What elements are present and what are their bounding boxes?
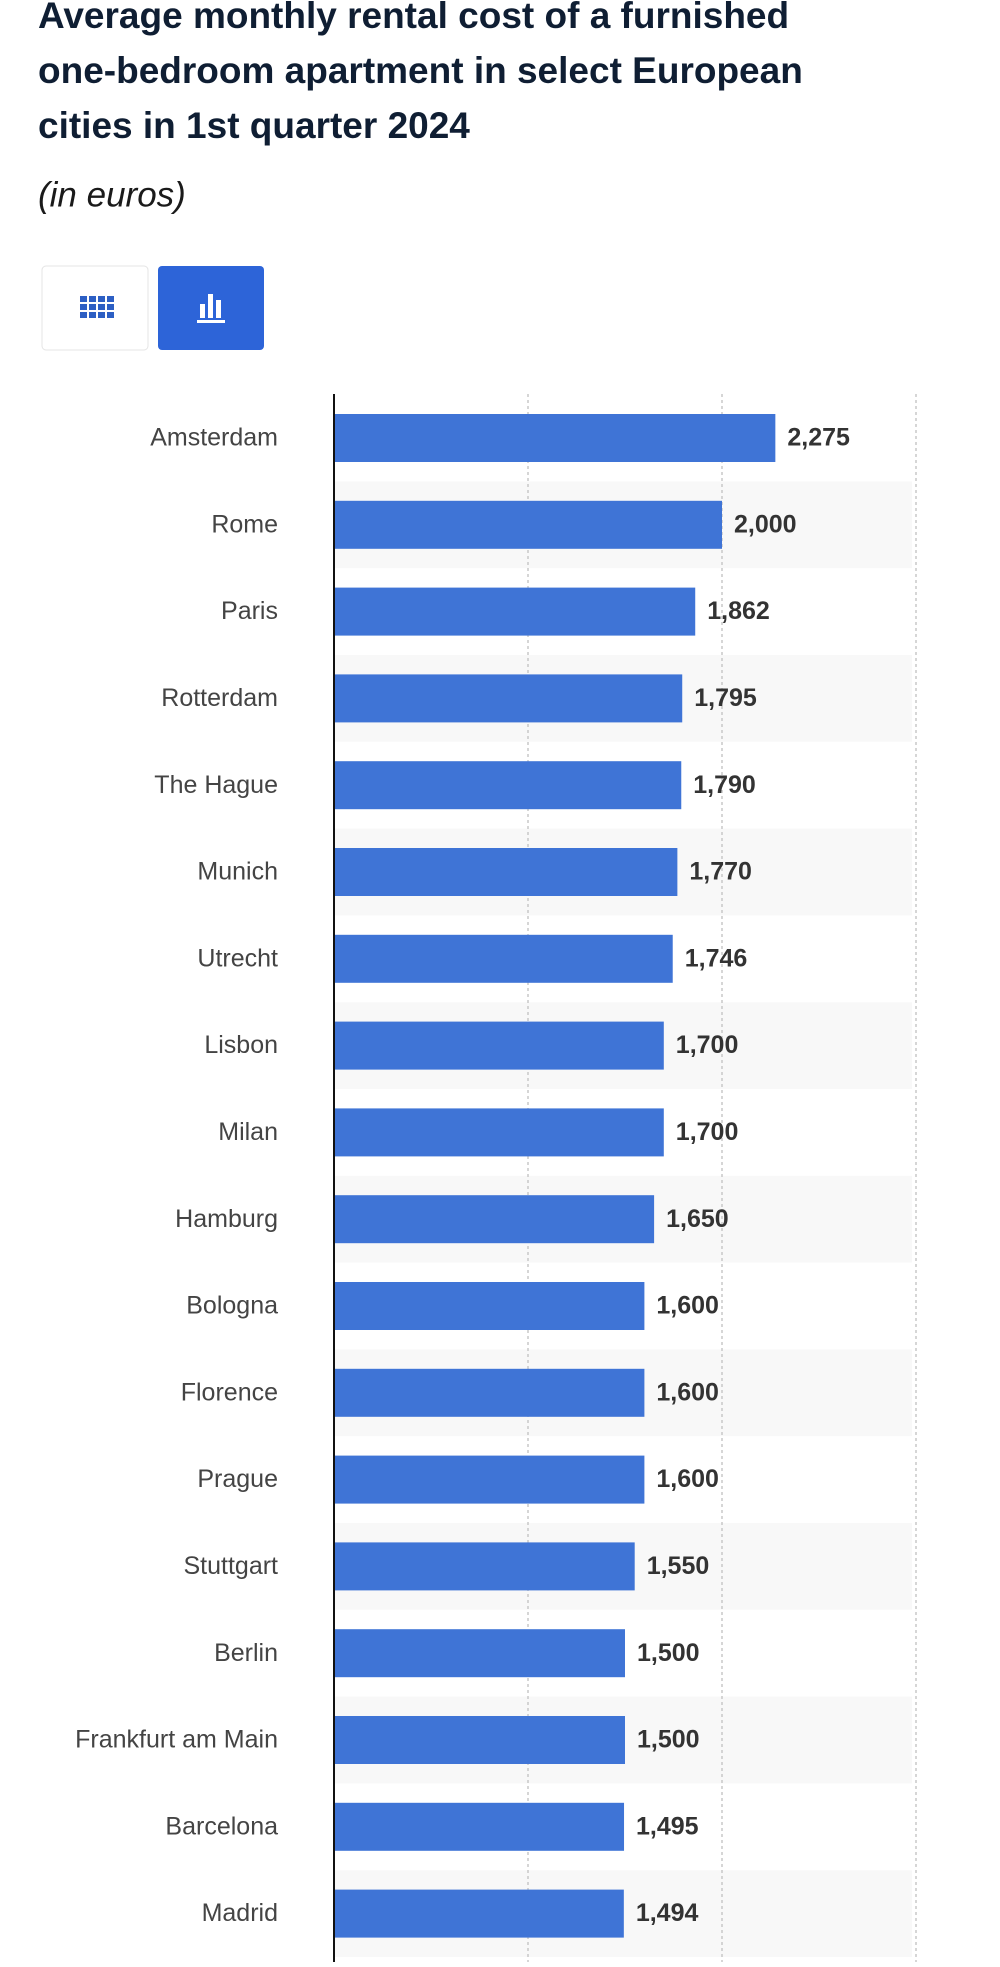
y-tick-label: Rotterdam xyxy=(161,684,278,712)
value-label: 1,495 xyxy=(636,1812,699,1840)
value-label: 1,494 xyxy=(636,1899,699,1927)
chart-subtitle: (in euros) xyxy=(38,175,186,214)
y-tick-label: The Hague xyxy=(154,771,278,799)
bar xyxy=(334,1802,625,1851)
chart-view-button[interactable] xyxy=(158,266,264,350)
y-tick-label: Prague xyxy=(197,1465,278,1493)
value-label: 1,700 xyxy=(676,1031,739,1059)
value-label: 2,275 xyxy=(787,424,850,452)
bar xyxy=(334,1716,625,1764)
y-tick-label: Amsterdam xyxy=(150,424,278,452)
bar xyxy=(334,1629,625,1678)
value-label: 1,746 xyxy=(685,944,748,972)
value-label: 1,600 xyxy=(656,1292,719,1320)
y-tick-label: Utrecht xyxy=(197,944,278,972)
bar xyxy=(334,674,683,723)
y-tick-label: Florence xyxy=(181,1378,278,1406)
chart-title: Average monthly rental cost of a furnish… xyxy=(38,0,789,36)
y-tick-label: Paris xyxy=(221,597,278,625)
bar xyxy=(334,1282,645,1330)
value-label: 1,862 xyxy=(707,597,770,625)
bar xyxy=(334,848,678,896)
y-tick-label: Lisbon xyxy=(204,1031,278,1059)
bar xyxy=(334,1108,664,1157)
value-label: 1,600 xyxy=(656,1378,719,1406)
chart-title: one-bedroom apartment in select European xyxy=(38,50,803,91)
bar xyxy=(334,1542,635,1591)
y-tick-label: Munich xyxy=(197,858,278,886)
bar xyxy=(334,1889,624,1938)
chart-title: cities in 1st quarter 2024 xyxy=(38,105,470,146)
y-tick-label: Barcelona xyxy=(165,1812,278,1840)
y-tick-label: Rome xyxy=(211,510,278,538)
y-tick-label: Stuttgart xyxy=(184,1552,279,1580)
bar xyxy=(334,587,696,636)
value-label: 1,500 xyxy=(637,1639,700,1667)
value-label: 1,795 xyxy=(694,684,757,712)
bar xyxy=(334,1195,655,1244)
y-tick-label: Madrid xyxy=(202,1899,278,1927)
value-label: 1,500 xyxy=(637,1726,700,1754)
bar xyxy=(334,414,776,462)
y-tick-label: Hamburg xyxy=(175,1205,278,1233)
bar xyxy=(334,1368,645,1417)
table-view-button[interactable] xyxy=(41,265,149,351)
value-label: 1,700 xyxy=(676,1118,739,1146)
value-label: 1,650 xyxy=(666,1205,729,1233)
value-label: 1,600 xyxy=(656,1465,719,1493)
bar xyxy=(334,761,682,810)
bar xyxy=(334,1455,645,1504)
value-label: 1,550 xyxy=(647,1552,710,1580)
value-label: 1,790 xyxy=(693,771,756,799)
bar xyxy=(334,1021,664,1070)
bar xyxy=(334,934,673,983)
value-label: 2,000 xyxy=(734,510,797,538)
y-tick-label: Bologna xyxy=(186,1292,278,1320)
y-tick-label: Frankfurt am Main xyxy=(75,1726,278,1754)
bar xyxy=(334,500,722,549)
y-tick-label: Milan xyxy=(218,1118,278,1146)
value-label: 1,770 xyxy=(689,858,752,886)
y-tick-label: Berlin xyxy=(214,1639,278,1667)
